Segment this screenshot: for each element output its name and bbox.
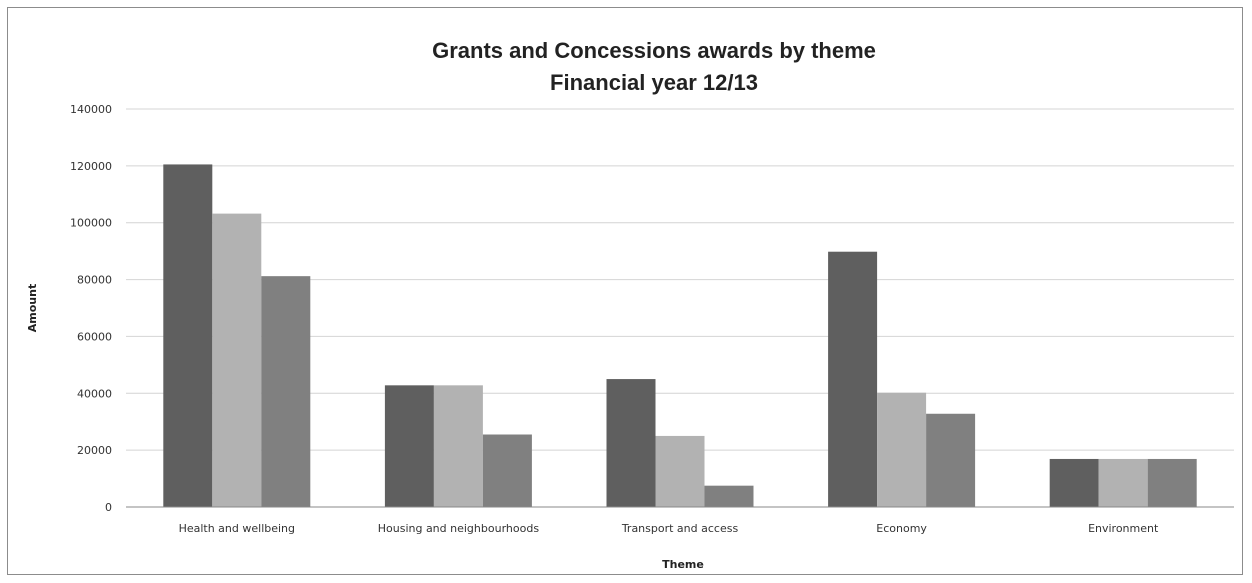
x-tick-label: Housing and neighbourhoods bbox=[378, 522, 540, 535]
x-tick-label: Transport and access bbox=[621, 522, 739, 535]
bar bbox=[704, 485, 754, 507]
x-axis-title: Theme bbox=[662, 558, 704, 571]
y-tick-label: 40000 bbox=[77, 387, 112, 400]
bar bbox=[1049, 458, 1099, 507]
bar bbox=[433, 385, 483, 507]
bar bbox=[655, 435, 705, 507]
bar bbox=[828, 251, 878, 507]
chart-frame: Grants and Concessions awards by theme F… bbox=[7, 7, 1243, 575]
y-tick-label: 0 bbox=[105, 501, 112, 514]
bar bbox=[926, 413, 976, 507]
x-tick-labels: Health and wellbeing Housing and neighbou… bbox=[179, 522, 1159, 535]
y-tick-label: 140000 bbox=[70, 103, 112, 116]
bar bbox=[261, 276, 311, 507]
y-tick-label: 20000 bbox=[77, 444, 112, 457]
y-tick-label: 60000 bbox=[77, 330, 112, 343]
bars bbox=[163, 164, 1197, 508]
bar bbox=[1098, 458, 1148, 507]
chart-title-line-1: Grants and Concessions awards by theme bbox=[432, 38, 876, 63]
bar bbox=[163, 164, 213, 507]
bar bbox=[482, 434, 532, 507]
y-tick-labels: 0 20000 40000 60000 80000 100000 120000 140000 bbox=[70, 103, 112, 514]
chart-title-line-2: Financial year 12/13 bbox=[550, 70, 758, 95]
y-tick-label: 100000 bbox=[70, 217, 112, 230]
x-tick-label: Economy bbox=[876, 522, 927, 535]
bar bbox=[1147, 458, 1197, 507]
bar bbox=[212, 213, 262, 508]
gridlines bbox=[126, 108, 1234, 451]
x-tick-label: Environment bbox=[1088, 522, 1159, 535]
y-tick-label: 120000 bbox=[70, 160, 112, 173]
bar bbox=[877, 392, 927, 507]
bar bbox=[384, 385, 434, 507]
y-axis-title: Amount bbox=[26, 284, 39, 332]
bar bbox=[606, 379, 656, 507]
bar-chart: Grants and Concessions awards by theme F… bbox=[26, 38, 1234, 571]
x-tick-label: Health and wellbeing bbox=[179, 522, 295, 535]
y-tick-label: 80000 bbox=[77, 274, 112, 287]
